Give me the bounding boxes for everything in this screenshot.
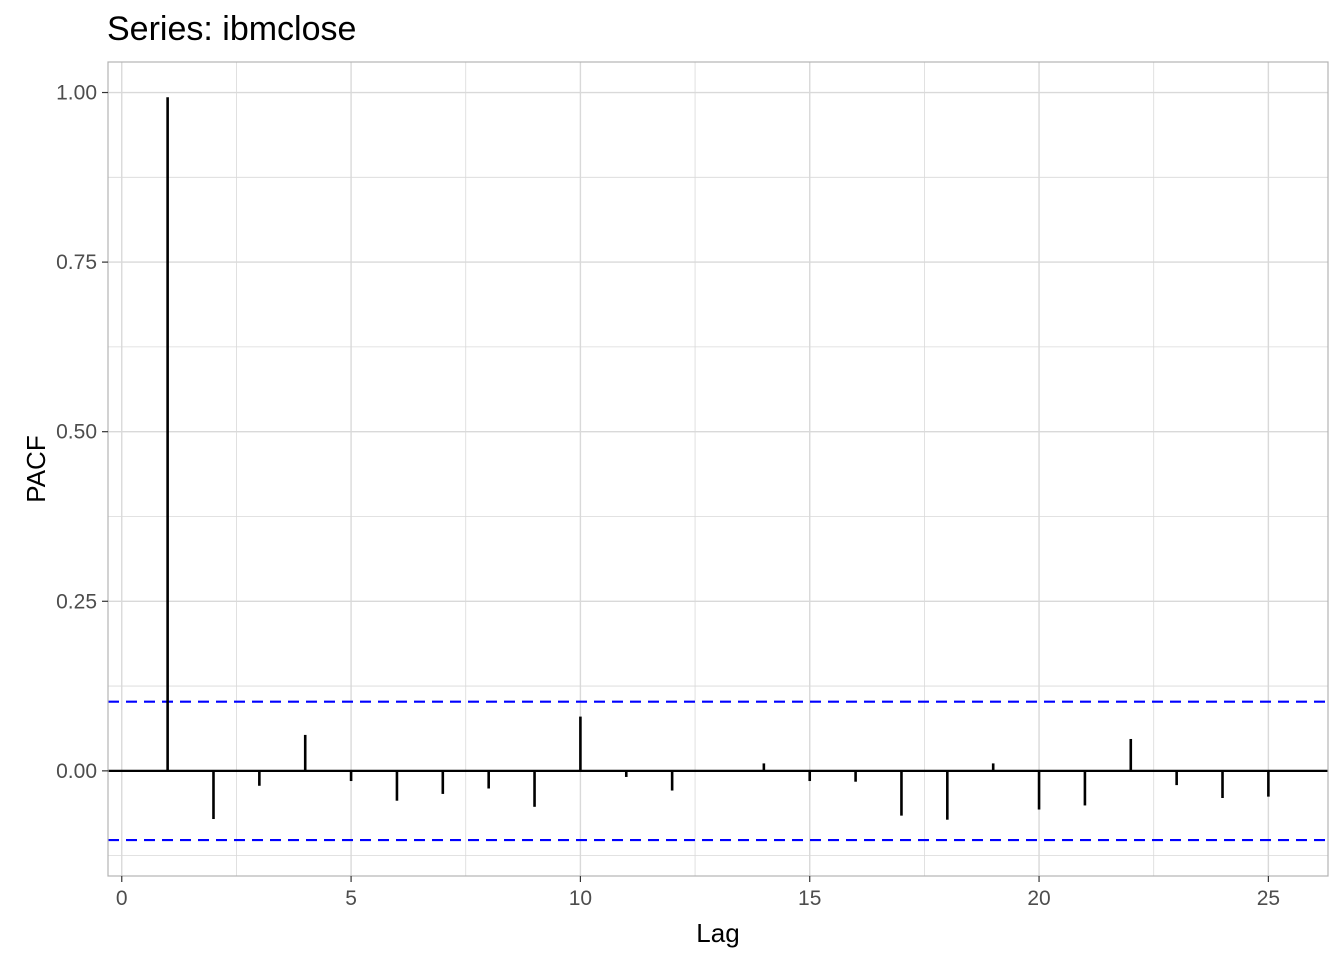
panel-border — [107, 61, 1329, 877]
y-tick-label: 0.00 — [56, 760, 97, 783]
x-axis-ticks: 0 5 10 15 20 25 — [116, 876, 1280, 910]
chart-title: Series: ibmclose — [107, 10, 356, 48]
confidence-bounds — [108, 700, 1328, 842]
x-tick-label: 10 — [569, 887, 592, 910]
x-tick-label: 5 — [345, 887, 357, 910]
x-tick-label: 20 — [1027, 887, 1050, 910]
y-axis-ticks: 0.00 0.25 0.50 0.75 1.00 — [56, 82, 108, 783]
x-tick-label: 0 — [116, 887, 128, 910]
y-tick-label: 0.75 — [56, 251, 97, 274]
x-axis-title: Lag — [696, 918, 739, 948]
x-tick-label: 15 — [798, 887, 821, 910]
y-axis-title: PACF — [21, 435, 51, 502]
y-tick-label: 0.25 — [56, 590, 97, 613]
grid-lines — [108, 62, 1328, 876]
y-tick-label: 1.00 — [56, 82, 97, 105]
pacf-bars — [166, 97, 1270, 820]
y-tick-label: 0.50 — [56, 421, 97, 444]
x-tick-label: 25 — [1257, 887, 1280, 910]
